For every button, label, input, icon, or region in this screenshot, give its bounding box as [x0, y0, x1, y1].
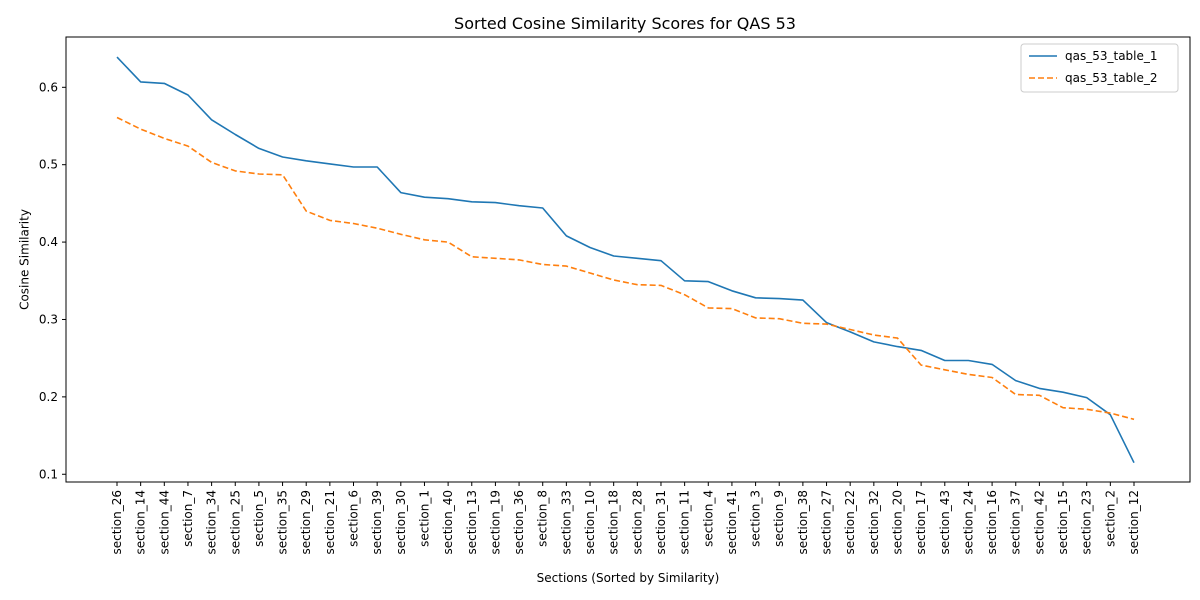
x-tick-label: section_24	[961, 490, 975, 555]
x-tick-label: section_36	[512, 490, 526, 555]
x-tick-label: section_25	[228, 490, 242, 555]
series-line-qas_53_table_2	[116, 116, 1135, 421]
x-tick-label: section_14	[134, 490, 148, 555]
chart-title: Sorted Cosine Similarity Scores for QAS …	[454, 14, 796, 33]
legend: qas_53_table_1 qas_53_table_2	[1020, 43, 1179, 93]
series-line-qas_53_table_1	[116, 56, 1135, 464]
x-tick-label: section_44	[157, 490, 171, 555]
x-tick-label: section_17	[914, 490, 928, 555]
x-tick-label: section_31	[654, 490, 668, 555]
x-tick-label: section_3	[749, 490, 763, 547]
series-layer	[116, 56, 1135, 464]
x-tick-label: section_23	[1080, 490, 1094, 555]
x-tick-label: section_7	[181, 490, 195, 547]
x-tick-label: section_19	[488, 490, 502, 555]
y-tick-label: 0.3	[39, 312, 58, 326]
x-tick-label: section_42	[1032, 490, 1046, 555]
x-tick-label: section_5	[252, 490, 266, 547]
x-tick-label: section_37	[1009, 490, 1023, 555]
x-tick-label: section_20	[890, 490, 904, 555]
x-tick-label: section_4	[701, 490, 715, 547]
x-tick-label: section_39	[370, 490, 384, 555]
x-tick-label: section_28	[630, 490, 644, 555]
x-tick-label: section_10	[583, 490, 597, 555]
x-tick-label: section_34	[205, 490, 219, 555]
x-tick-label: section_32	[867, 490, 881, 555]
x-axis: section_26 section_14 section_44 section_7 s…	[110, 482, 1141, 555]
x-tick-label: section_8	[536, 490, 550, 547]
x-tick-label: section_9	[772, 490, 786, 547]
x-tick-label: section_41	[725, 490, 739, 555]
y-tick-label: 0.6	[39, 80, 58, 94]
x-tick-label: section_35	[276, 490, 290, 555]
y-tick-label: 0.4	[39, 235, 58, 249]
x-tick-label: section_38	[796, 490, 810, 555]
x-tick-label: section_33	[559, 490, 573, 555]
y-tick-label: 0.5	[39, 158, 58, 172]
y-tick-label: 0.1	[39, 467, 58, 481]
plot-area	[65, 36, 1191, 483]
x-tick-label: section_15	[1056, 490, 1070, 555]
x-tick-label: section_11	[678, 490, 692, 555]
x-tick-label: section_21	[323, 490, 337, 555]
x-tick-label: section_40	[441, 490, 455, 555]
x-tick-label: section_16	[985, 490, 999, 555]
x-tick-label: section_6	[347, 490, 361, 547]
x-tick-label: section_43	[938, 490, 952, 555]
x-tick-label: section_22	[843, 490, 857, 555]
x-tick-label: section_26	[110, 490, 124, 555]
x-tick-label: section_1	[417, 490, 431, 547]
x-tick-label: section_12	[1127, 490, 1141, 555]
legend-label: qas_53_table_1	[1065, 49, 1158, 63]
x-tick-label: section_13	[465, 490, 479, 555]
legend-label: qas_53_table_2	[1065, 71, 1158, 85]
x-axis-title: Sections (Sorted by Similarity)	[537, 571, 720, 585]
x-tick-label: section_2	[1103, 490, 1117, 547]
y-axis: 0.1 0.2 0.3 0.4 0.5 0.6	[39, 80, 66, 481]
x-tick-label: section_18	[607, 490, 621, 555]
y-axis-title: Cosine Similarity	[18, 209, 32, 310]
y-tick-label: 0.2	[39, 390, 58, 404]
x-tick-label: section_30	[394, 490, 408, 555]
x-tick-label: section_29	[299, 490, 313, 555]
x-tick-label: section_27	[820, 490, 834, 555]
legend-box	[1020, 43, 1179, 93]
